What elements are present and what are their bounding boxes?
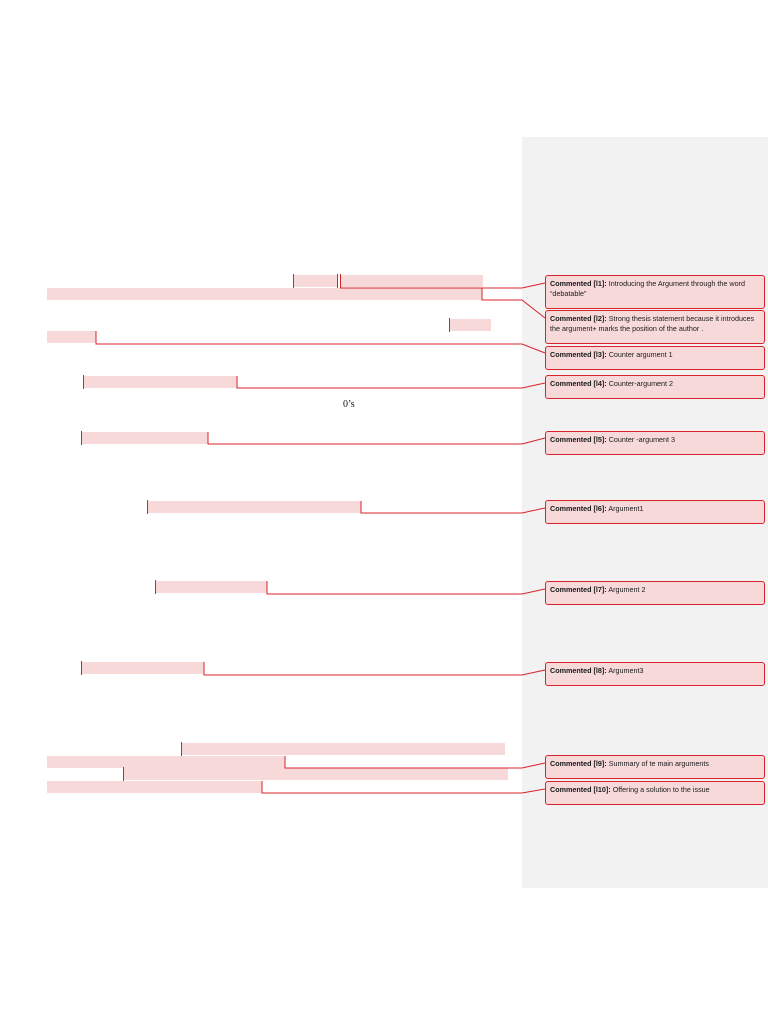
highlight-l8[interactable]: [81, 662, 204, 674]
comment-anchor-l10: [123, 767, 124, 781]
comment-label: Commented [l5]:: [550, 435, 607, 444]
highlight-l1b[interactable]: [340, 275, 483, 287]
connector-l3: [95, 331, 546, 354]
comment-label: Commented [l9]:: [550, 759, 607, 768]
comment-balloon-l7[interactable]: Commented [l7]: Argument 2: [545, 581, 765, 605]
comment-text: Argument3: [608, 666, 644, 675]
body-text-fragment: 0’s: [343, 399, 355, 410]
comment-balloon-l9[interactable]: Commented [l9]: Summary of te main argum…: [545, 755, 765, 779]
comment-text: Counter -argument 3: [608, 435, 676, 444]
comment-label: Commented [l7]:: [550, 585, 607, 594]
connector-l9: [284, 756, 546, 769]
connector-l4: [236, 376, 546, 389]
highlight-l4[interactable]: [83, 376, 237, 388]
comment-anchor-l4: [83, 375, 84, 389]
connector-l8: [203, 662, 546, 676]
highlight-l7[interactable]: [155, 581, 267, 593]
comment-text: Counter-argument 2: [608, 379, 674, 388]
highlight-l3a[interactable]: [449, 319, 491, 331]
comment-text: Strong thesis statement because it intro…: [550, 314, 755, 333]
comment-anchor-l8: [81, 661, 82, 675]
comment-balloon-l6[interactable]: Commented [l6]: Argument1: [545, 500, 765, 524]
highlight-l9a[interactable]: [181, 743, 505, 755]
comment-anchor-l2b: [340, 274, 341, 288]
connector-l6: [360, 501, 546, 514]
comment-balloon-l1[interactable]: Commented [l1]: Introducing the Argument…: [545, 275, 765, 309]
comment-balloon-l8[interactable]: Commented [l8]: Argument3: [545, 662, 765, 686]
comment-text: Summary of te main arguments: [608, 759, 709, 768]
comment-label: Commented [l10]:: [550, 785, 611, 794]
comment-text: Counter argument 1: [608, 350, 673, 359]
comment-text: Offering a solution to the issue: [612, 785, 710, 794]
comment-anchor-l1: [293, 274, 294, 288]
comment-balloon-l3[interactable]: Commented [l3]: Counter argument 1: [545, 346, 765, 370]
comment-label: Commented [l8]:: [550, 666, 607, 675]
comment-anchor-l7: [155, 580, 156, 594]
highlight-l9b[interactable]: [47, 756, 285, 768]
highlight-l10a[interactable]: [123, 768, 508, 780]
comment-text: Argument 2: [608, 585, 646, 594]
comment-label: Commented [l2]:: [550, 314, 607, 323]
connector-l7: [266, 581, 546, 595]
comment-label: Commented [l4]:: [550, 379, 607, 388]
connector-l10: [261, 781, 546, 794]
comment-anchor-l5: [81, 431, 82, 445]
comment-anchor-l9: [181, 742, 182, 756]
highlight-l3b[interactable]: [47, 331, 96, 343]
comment-label: Commented [l6]:: [550, 504, 607, 513]
comment-balloon-l2[interactable]: Commented [l2]: Strong thesis statement …: [545, 310, 765, 344]
highlight-l1a[interactable]: [293, 275, 337, 287]
comment-anchor-l2: [337, 274, 338, 288]
comment-balloon-l10[interactable]: Commented [l10]: Offering a solution to …: [545, 781, 765, 805]
highlight-l2a[interactable]: [47, 288, 482, 300]
comment-text: Introducing the Argument through the wor…: [550, 279, 745, 298]
comment-label: Commented [l1]:: [550, 279, 607, 288]
comment-balloon-l4[interactable]: Commented [l4]: Counter-argument 2: [545, 375, 765, 399]
comment-label: Commented [l3]:: [550, 350, 607, 359]
comment-text: Argument1: [608, 504, 644, 513]
comment-anchor-l3: [449, 318, 450, 332]
connector-l5: [207, 432, 546, 445]
highlight-l6[interactable]: [148, 501, 361, 513]
highlight-l5[interactable]: [81, 432, 208, 444]
highlight-l10b[interactable]: [47, 781, 262, 793]
comment-anchor-l6: [147, 500, 148, 514]
comment-balloon-l5[interactable]: Commented [l5]: Counter -argument 3: [545, 431, 765, 455]
